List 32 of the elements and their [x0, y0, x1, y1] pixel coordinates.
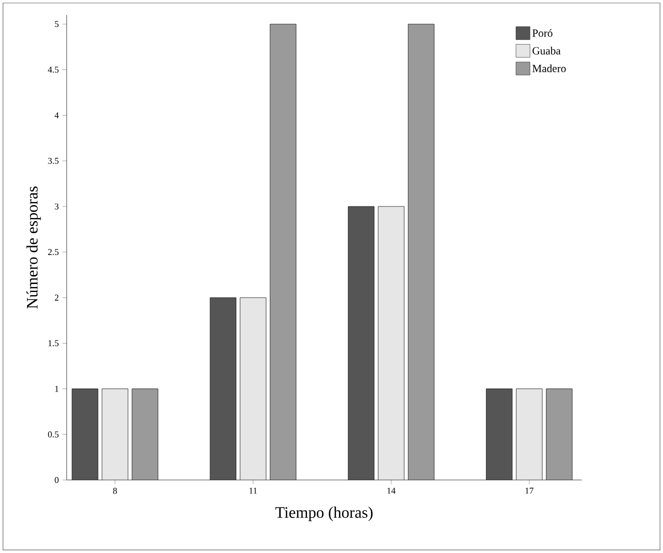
y-tick-label: 5: [54, 21, 59, 28]
y-tick-label: 1.5: [48, 340, 59, 346]
y-tick-label: 2: [54, 294, 58, 301]
bar: [132, 388, 158, 480]
y-axis-title: Número de esporas: [26, 186, 41, 309]
bar: [102, 388, 128, 480]
legend-label: Madero: [532, 64, 566, 72]
x-tick-label: 8: [113, 488, 117, 494]
bar: [348, 206, 374, 480]
bar: [378, 206, 404, 480]
bar: [270, 24, 296, 480]
x-tick-label: 17: [526, 488, 534, 494]
y-tick-label: 0: [54, 476, 59, 484]
y-tick-label: 3.5: [48, 158, 59, 164]
legend-label: Poró: [532, 29, 552, 37]
bar: [240, 298, 266, 480]
y-tick-label: 4.5: [48, 66, 59, 73]
bar: [72, 388, 98, 480]
x-axis-title: Tiempo (horas): [275, 506, 373, 522]
y-tick-label: 1: [55, 386, 58, 392]
y-tick-label: 4: [54, 112, 59, 118]
bar: [486, 388, 512, 480]
x-tick-label: 11: [250, 488, 257, 494]
legend-label: Guaba: [532, 46, 561, 54]
y-tick-label: 0.5: [48, 431, 59, 438]
bar: [210, 298, 236, 480]
bar: [516, 388, 542, 480]
x-tick-label: 14: [387, 488, 396, 494]
bar: [546, 388, 572, 480]
y-tick-label: 2.5: [48, 249, 59, 256]
y-tick-label: 3: [54, 203, 59, 210]
bar: [408, 24, 434, 480]
